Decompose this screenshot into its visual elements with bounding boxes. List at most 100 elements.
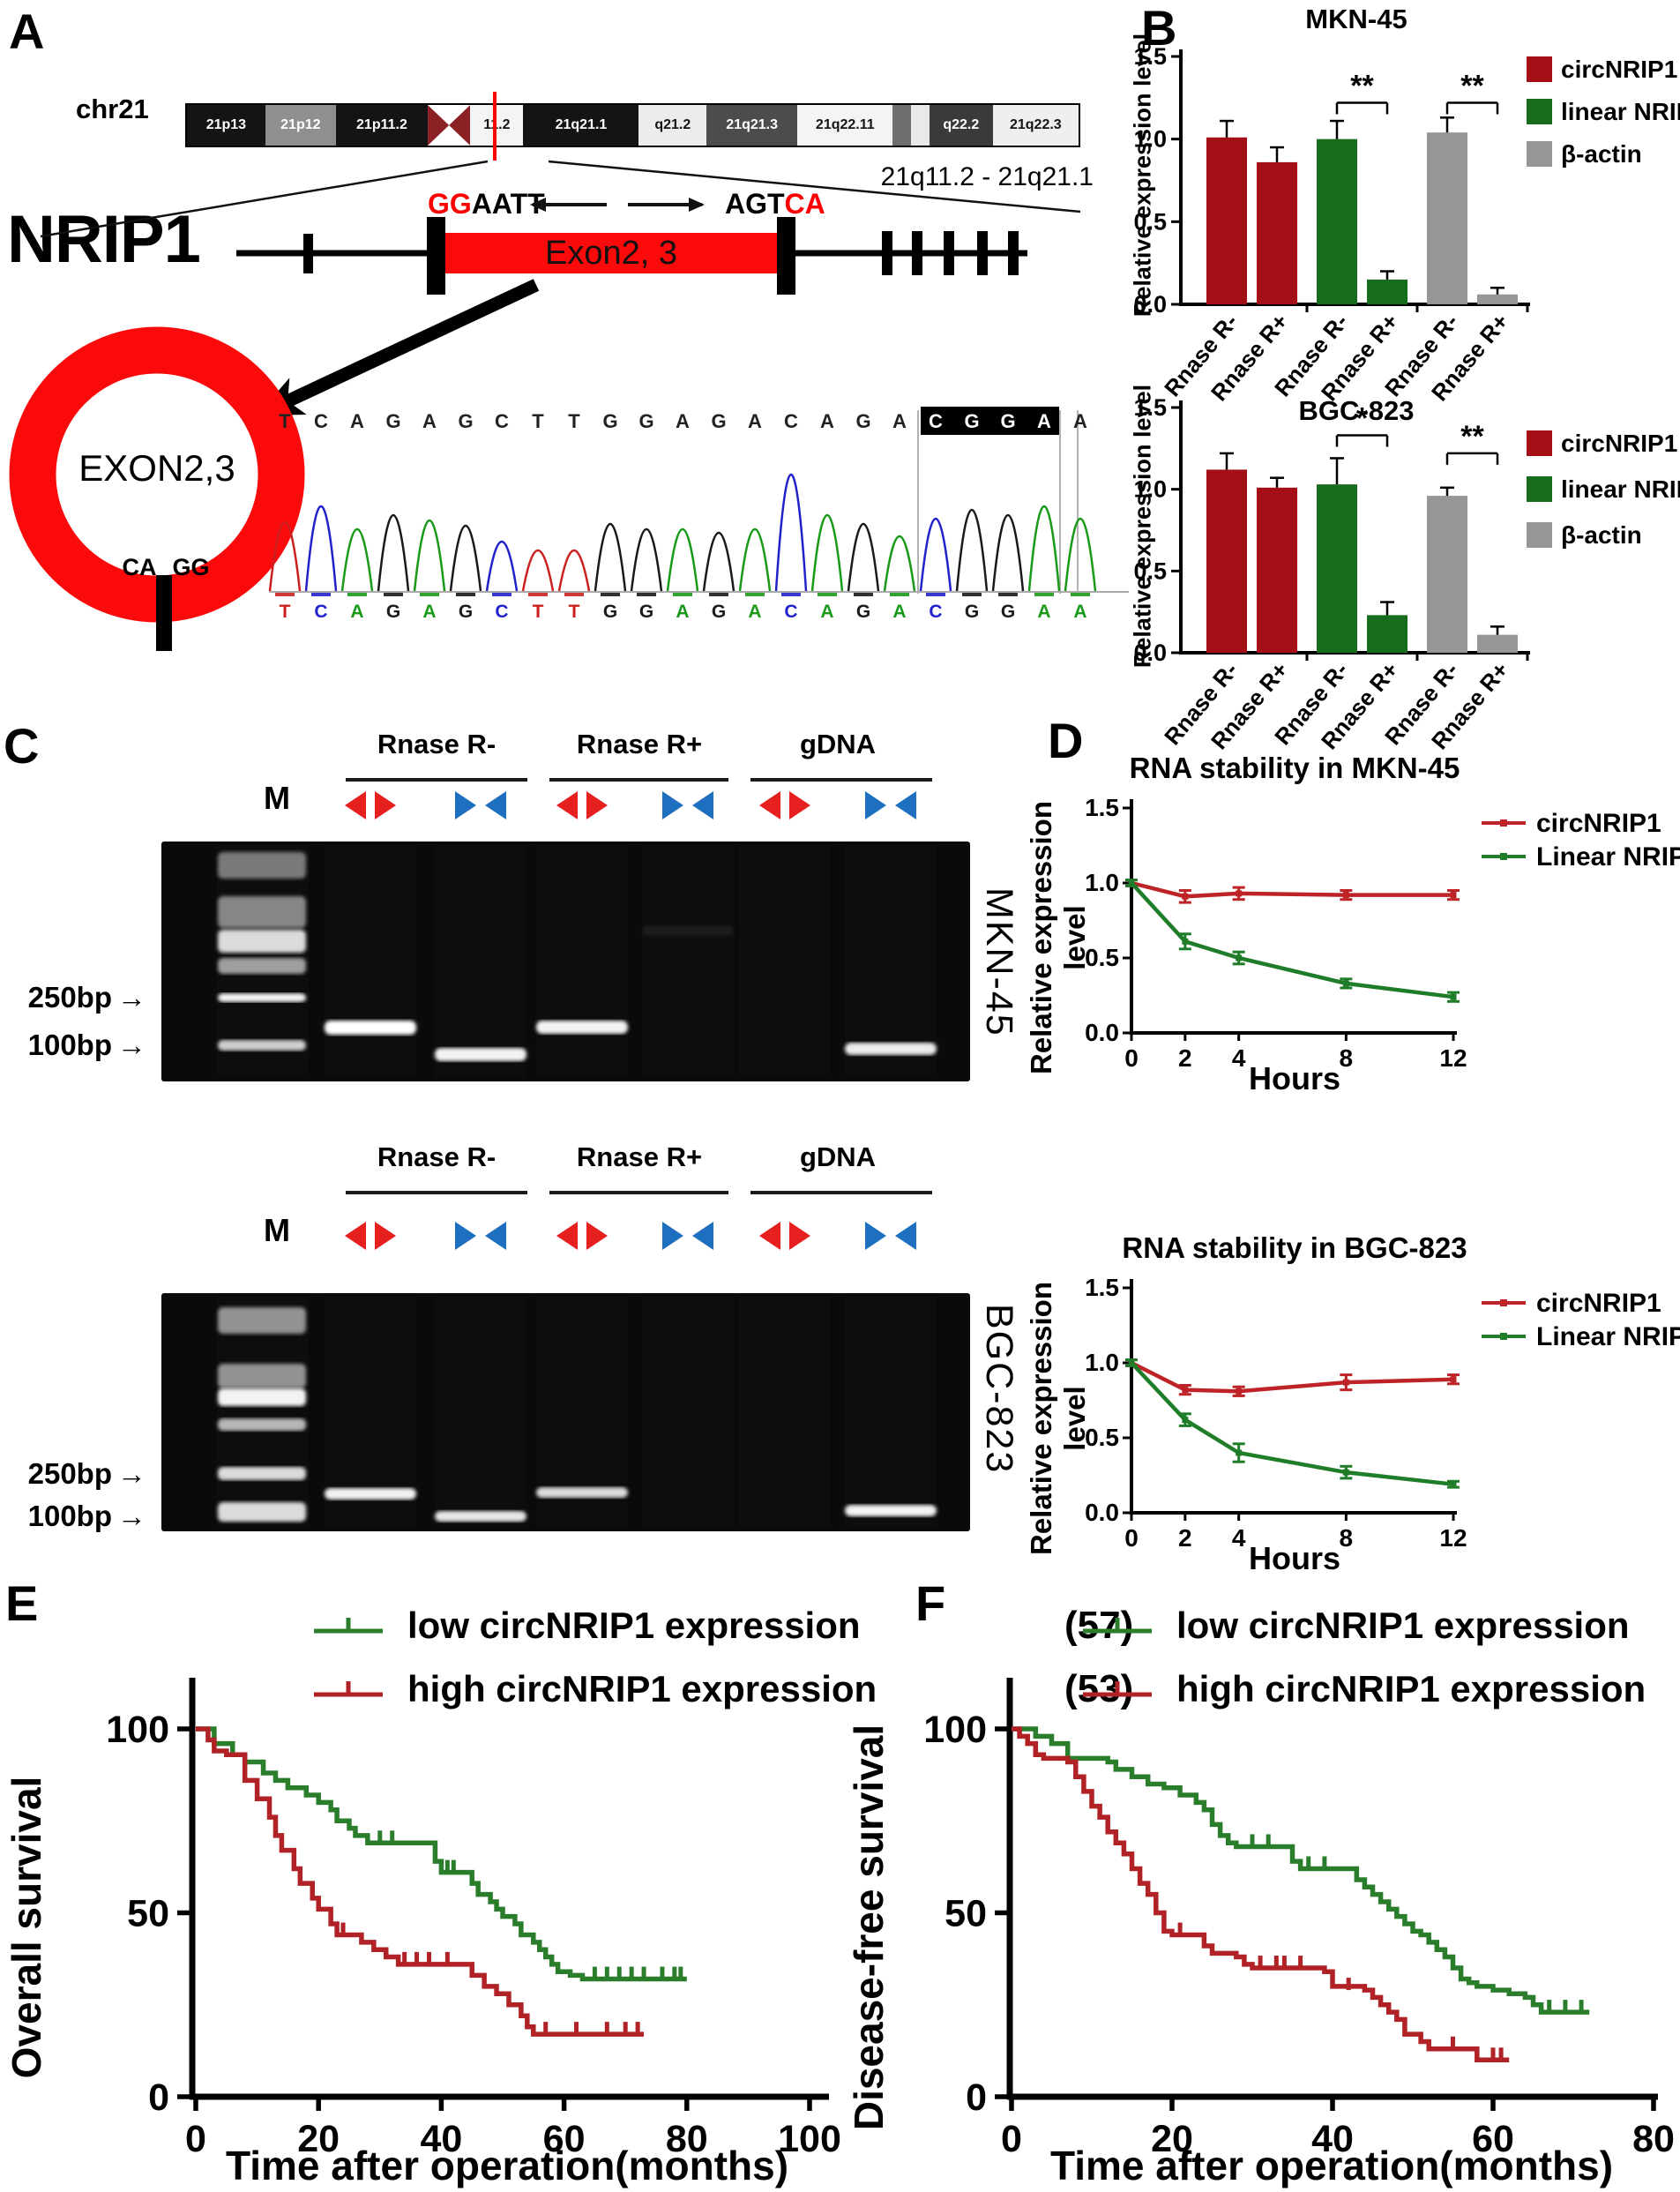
- km2-xlabel: Time after operation(months): [1049, 2143, 1614, 2188]
- km-legend-item: low circNRIP1 expression (57): [310, 1604, 1133, 1648]
- km-curve-icon: [314, 1681, 383, 1697]
- svg-text:G: G: [603, 602, 617, 622]
- km-legend-item: high circNRIP1 expression(53): [1079, 1667, 1680, 1711]
- km-legend-label: high circNRIP1 expression: [1176, 1668, 1646, 1709]
- divergent-primer-icon: [345, 791, 396, 819]
- gel-image-mkn45: [161, 842, 970, 1081]
- km-curve-icon: [1083, 1681, 1152, 1697]
- svg-text:A: A: [820, 602, 833, 622]
- svg-text:circNRIP1: circNRIP1: [1536, 1289, 1661, 1318]
- km2-ylabel: Disease-free survival: [846, 1724, 892, 2131]
- svg-text:1.5: 1.5: [1085, 1274, 1119, 1301]
- svg-text:A: A: [820, 410, 834, 432]
- group-label-rnase-minus: Rnase R-: [377, 729, 497, 759]
- km-legend-dfs: low circNRIP1 expression(57) high circNRI…: [1079, 1604, 1680, 1711]
- km-legend-label: high circNRIP1 expression: [407, 1668, 877, 1709]
- size-marker-100bp: 100bp →: [27, 1029, 146, 1061]
- svg-text:G: G: [459, 602, 473, 622]
- km-legend-label: low circNRIP1 expression: [407, 1605, 861, 1646]
- svg-text:0: 0: [1124, 1044, 1139, 1072]
- ideogram-band: 21q22.3: [992, 105, 1079, 146]
- svg-text:C: C: [314, 602, 327, 622]
- svg-text:β-actin: β-actin: [1561, 140, 1642, 168]
- svg-text:RNA stability in BGC-823: RNA stability in BGC-823: [1122, 1231, 1467, 1264]
- svg-text:T: T: [532, 410, 544, 432]
- divergent-primer-icon: [759, 791, 810, 819]
- km-curve-icon: [1083, 1618, 1152, 1634]
- svg-text:A: A: [1073, 602, 1086, 622]
- chromosome-name: chr21: [76, 94, 149, 124]
- ideogram-band: [892, 105, 911, 146]
- centromere: [428, 105, 471, 146]
- svg-text:0.5: 0.5: [1133, 208, 1167, 235]
- km-legend-label: low circNRIP1 expression: [1176, 1605, 1630, 1646]
- svg-text:20: 20: [1151, 2118, 1193, 2160]
- junction-right-label: GG: [172, 554, 210, 580]
- svg-text:1.5: 1.5: [1133, 394, 1167, 421]
- line-chart-rna-stability-bgc823: RNA stability in BGC-823 0.0 0.5 1.0 1.5 0 2 4 8…: [1085, 1231, 1680, 1576]
- svg-text:8: 8: [1340, 1044, 1354, 1072]
- line2-ylabel: Relative expression level: [1025, 1282, 1091, 1555]
- arrow-icon: →: [117, 1029, 146, 1061]
- svg-text:100: 100: [778, 2118, 841, 2160]
- divergent-primer-icon: [345, 1222, 396, 1250]
- ladder-lane-label: M: [264, 1212, 290, 1248]
- group-underline: [750, 778, 932, 782]
- svg-text:12: 12: [1439, 1044, 1467, 1072]
- bar2-ylabel: Relative expression level: [1129, 384, 1156, 669]
- svg-text:RNA stability in MKN-45: RNA stability in MKN-45: [1130, 752, 1460, 784]
- cell-line-label-bgc823: BGC-823: [978, 1304, 1020, 1475]
- group-label-gdna: gDNA: [799, 729, 877, 759]
- svg-text:A: A: [1037, 410, 1051, 432]
- svg-text:G: G: [602, 410, 617, 432]
- svg-text:G: G: [964, 410, 979, 432]
- svg-text:T: T: [568, 410, 580, 432]
- convergent-primer-icon: [455, 791, 506, 819]
- svg-text:A: A: [676, 410, 690, 432]
- size-marker-250bp: 250bp →: [27, 981, 146, 1014]
- svg-text:0: 0: [185, 2118, 206, 2160]
- km-curve-icon: [314, 1618, 383, 1634]
- svg-text:0.0: 0.0: [1133, 291, 1167, 318]
- ideogram-band: 21p13: [187, 105, 265, 146]
- svg-text:A: A: [350, 602, 363, 622]
- svg-text:60: 60: [543, 2118, 586, 2160]
- group-label-rnase-minus: Rnase R-: [377, 1141, 497, 1172]
- junction-left-label: CA: [122, 554, 157, 580]
- ladder-lane-label: M: [264, 780, 290, 816]
- svg-text:50: 50: [127, 1893, 169, 1935]
- svg-text:8: 8: [1340, 1524, 1354, 1552]
- convergent-primer-icon: [662, 791, 713, 819]
- svg-text:BGC-823: BGC-823: [1299, 395, 1415, 426]
- svg-text:0.0: 0.0: [1085, 1499, 1119, 1526]
- ideogram-band: 11.2: [470, 105, 524, 146]
- svg-text:0.0: 0.0: [1133, 640, 1167, 666]
- svg-text:1.5: 1.5: [1085, 794, 1119, 821]
- svg-text:50: 50: [945, 1893, 987, 1935]
- svg-text:A: A: [748, 602, 761, 622]
- svg-text:C: C: [314, 410, 328, 432]
- bar1-ylabel: Relative expression level: [1129, 33, 1156, 318]
- svg-text:G: G: [1000, 410, 1015, 432]
- ideogram-band: [910, 105, 930, 146]
- line1-ylabel: Relative expression level: [1025, 801, 1091, 1074]
- svg-text:C: C: [929, 602, 942, 622]
- panel-label-a: A: [9, 4, 45, 59]
- circrna-label: EXON2,3: [78, 447, 235, 489]
- svg-text:12: 12: [1439, 1524, 1467, 1552]
- svg-text:G: G: [856, 602, 870, 622]
- group-underline: [549, 778, 728, 782]
- ideogram-band: 21p12: [265, 105, 336, 146]
- svg-text:Linear NRIP1: Linear NRIP1: [1536, 1322, 1680, 1351]
- svg-text:linear NRIP1: linear NRIP1: [1561, 98, 1680, 125]
- km-legend-overall: low circNRIP1 expression (57) high circNRI…: [310, 1604, 1133, 1711]
- svg-text:80: 80: [1632, 2118, 1675, 2160]
- group-underline: [346, 778, 527, 782]
- svg-text:T: T: [280, 602, 291, 622]
- panel-label-e: E: [5, 1575, 39, 1631]
- group-label-rnase-plus: Rnase R+: [576, 1141, 703, 1172]
- cell-line-label-mkn45: MKN-45: [978, 887, 1020, 1037]
- group-label-rnase-plus: Rnase R+: [576, 729, 703, 759]
- svg-text:circNRIP1: circNRIP1: [1561, 430, 1677, 457]
